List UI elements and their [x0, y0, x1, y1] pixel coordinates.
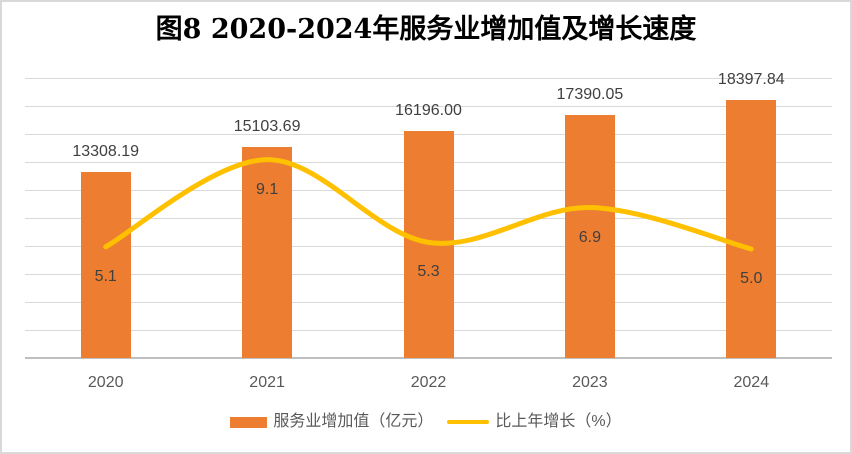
x-axis-line: [25, 357, 832, 359]
legend-line-swatch-icon: [447, 420, 490, 424]
bar-value-label-2021: 15103.69: [233, 117, 301, 135]
legend-item-bar-series: 服务业增加值（亿元）: [230, 414, 433, 430]
line-value-label-2020: 5.1: [94, 267, 117, 285]
bar-2022: [403, 131, 454, 358]
category-label-2024: 2024: [733, 374, 770, 391]
legend-bar-label: 服务业增加值（亿元）: [273, 413, 434, 430]
gridline: [25, 106, 832, 107]
category-label-2023: 2023: [572, 374, 608, 391]
chart-title: 图8 2020-2024年服务业增加值及增长速度: [155, 14, 697, 45]
category-label-2021: 2021: [249, 374, 285, 391]
bar-value-label-2020: 13308.19: [72, 142, 140, 160]
legend: 服务业增加值（亿元） 比上年增长（%）: [2, 414, 850, 430]
legend-line-label: 比上年增长（%）: [495, 413, 622, 430]
legend-bar-swatch-icon: [230, 416, 268, 428]
bar-2020: [80, 171, 131, 358]
bar-2024: [726, 100, 777, 358]
category-label-2020: 2020: [87, 374, 124, 391]
gridline: [25, 78, 832, 79]
category-label-2022: 2022: [410, 374, 447, 391]
line-value-label-2021: 9.1: [255, 180, 279, 198]
bar-value-label-2024: 18397.84: [717, 71, 785, 89]
line-value-label-2023: 6.9: [578, 228, 602, 246]
bar-value-label-2022: 16196.00: [395, 102, 462, 120]
legend-item-line-series: 比上年增长（%）: [447, 413, 622, 430]
bar-value-label-2023: 17390.05: [556, 85, 624, 103]
line-value-label-2022: 5.3: [417, 263, 440, 281]
line-value-label-2024: 5.0: [740, 269, 763, 287]
bar-2021: [242, 146, 293, 358]
